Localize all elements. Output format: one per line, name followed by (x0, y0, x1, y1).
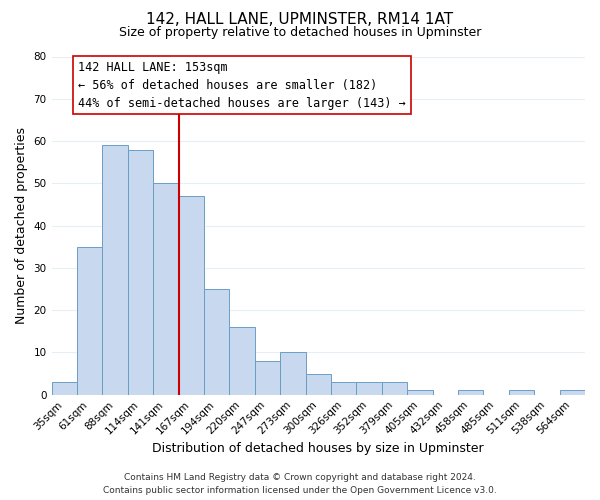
Text: Contains HM Land Registry data © Crown copyright and database right 2024.
Contai: Contains HM Land Registry data © Crown c… (103, 474, 497, 495)
Bar (204, 289, 229, 395)
Text: Size of property relative to detached houses in Upminster: Size of property relative to detached ho… (119, 26, 481, 39)
Bar (128, 150, 153, 394)
Bar (509, 390, 534, 394)
Bar (407, 390, 433, 394)
Bar (103, 146, 128, 394)
Text: 142 HALL LANE: 153sqm
← 56% of detached houses are smaller (182)
44% of semi-det: 142 HALL LANE: 153sqm ← 56% of detached … (78, 60, 406, 110)
Bar (458, 390, 484, 394)
Bar (305, 374, 331, 394)
X-axis label: Distribution of detached houses by size in Upminster: Distribution of detached houses by size … (152, 442, 484, 455)
Y-axis label: Number of detached properties: Number of detached properties (15, 127, 28, 324)
Bar (255, 361, 280, 394)
Text: 142, HALL LANE, UPMINSTER, RM14 1AT: 142, HALL LANE, UPMINSTER, RM14 1AT (146, 12, 454, 28)
Bar (52, 382, 77, 394)
Bar (229, 327, 255, 394)
Bar (153, 184, 179, 394)
Bar (560, 390, 585, 394)
Bar (331, 382, 356, 394)
Bar (77, 247, 103, 394)
Bar (179, 196, 204, 394)
Bar (382, 382, 407, 394)
Bar (356, 382, 382, 394)
Bar (280, 352, 305, 395)
